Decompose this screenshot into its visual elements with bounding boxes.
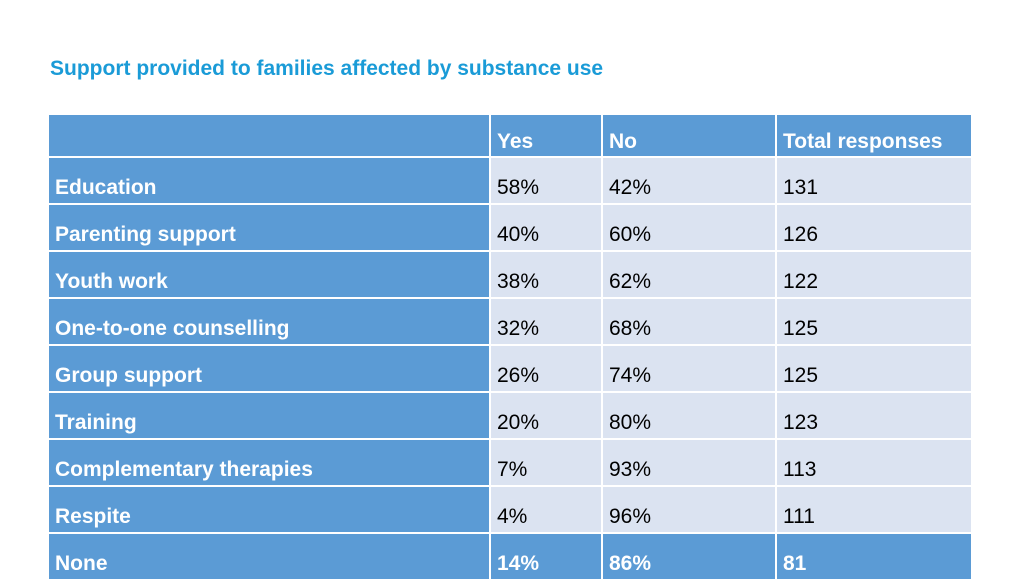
slide-title: Support provided to families affected by… xyxy=(50,57,604,80)
row-label: Respite xyxy=(47,485,491,534)
no-value: 74% xyxy=(601,344,777,393)
no-value: 93% xyxy=(601,438,777,487)
support-table: Yes No Total responses Education 58% 42% 131 Pa… xyxy=(47,113,973,581)
row-label: Training xyxy=(47,391,491,440)
table-row: One-to-one counselling 32% 68% 125 xyxy=(47,297,973,346)
summary-no-value: 86% xyxy=(601,532,777,581)
total-value: 123 xyxy=(775,391,973,440)
no-value: 68% xyxy=(601,297,777,346)
column-header: No xyxy=(601,113,777,158)
column-header xyxy=(47,113,491,158)
summary-yes-value: 14% xyxy=(489,532,603,581)
yes-value: 20% xyxy=(489,391,603,440)
table-row: Group support 26% 74% 125 xyxy=(47,344,973,393)
no-value: 62% xyxy=(601,250,777,299)
yes-value: 40% xyxy=(489,203,603,252)
total-value: 113 xyxy=(775,438,973,487)
summary-row-label: None xyxy=(47,532,491,581)
yes-value: 4% xyxy=(489,485,603,534)
no-value: 42% xyxy=(601,156,777,205)
row-label: Education xyxy=(47,156,491,205)
column-header: Yes xyxy=(489,113,603,158)
no-value: 80% xyxy=(601,391,777,440)
yes-value: 38% xyxy=(489,250,603,299)
no-value: 60% xyxy=(601,203,777,252)
row-label: Complementary therapies xyxy=(47,438,491,487)
total-value: 126 xyxy=(775,203,973,252)
column-header: Total responses xyxy=(775,113,973,158)
total-value: 125 xyxy=(775,297,973,346)
total-value: 131 xyxy=(775,156,973,205)
row-label: Group support xyxy=(47,344,491,393)
table-header-row: Yes No Total responses xyxy=(47,113,973,158)
row-label: Youth work xyxy=(47,250,491,299)
row-label: Parenting support xyxy=(47,203,491,252)
total-value: 111 xyxy=(775,485,973,534)
yes-value: 7% xyxy=(489,438,603,487)
row-label: One-to-one counselling xyxy=(47,297,491,346)
table-row: Parenting support 40% 60% 126 xyxy=(47,203,973,252)
no-value: 96% xyxy=(601,485,777,534)
summary-total-value: 81 xyxy=(775,532,973,581)
yes-value: 58% xyxy=(489,156,603,205)
total-value: 122 xyxy=(775,250,973,299)
yes-value: 32% xyxy=(489,297,603,346)
table-body: Yes No Total responses Education 58% 42% 131 Pa… xyxy=(47,113,973,581)
table-row: Training 20% 80% 123 xyxy=(47,391,973,440)
yes-value: 26% xyxy=(489,344,603,393)
summary-row: None 14% 86% 81 xyxy=(47,532,973,581)
total-value: 125 xyxy=(775,344,973,393)
table-row: Youth work 38% 62% 122 xyxy=(47,250,973,299)
table-row: Respite 4% 96% 111 xyxy=(47,485,973,534)
table-row: Education 58% 42% 131 xyxy=(47,156,973,205)
table-row: Complementary therapies 7% 93% 113 xyxy=(47,438,973,487)
